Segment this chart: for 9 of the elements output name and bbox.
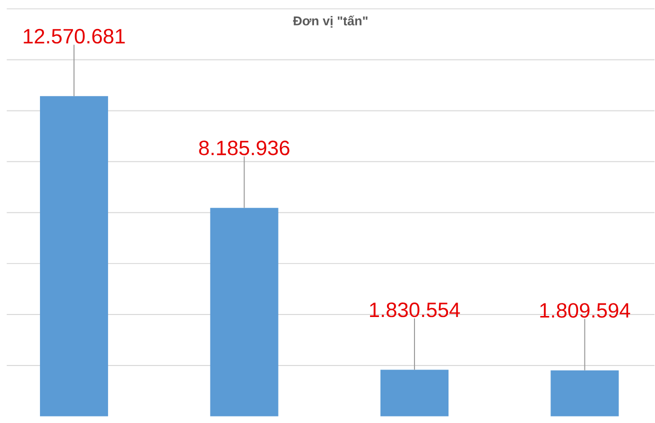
data-label: 1.830.554 [370, 302, 460, 318]
bar [210, 208, 278, 416]
bar [550, 370, 619, 416]
bar [380, 370, 449, 416]
chart-title: Đơn vị "tấn" [293, 15, 368, 28]
bar [40, 96, 108, 416]
data-label: 8.185.936 [199, 140, 290, 156]
data-label: 1.809.594 [540, 302, 630, 318]
data-label: 12.570.681 [24, 28, 125, 44]
